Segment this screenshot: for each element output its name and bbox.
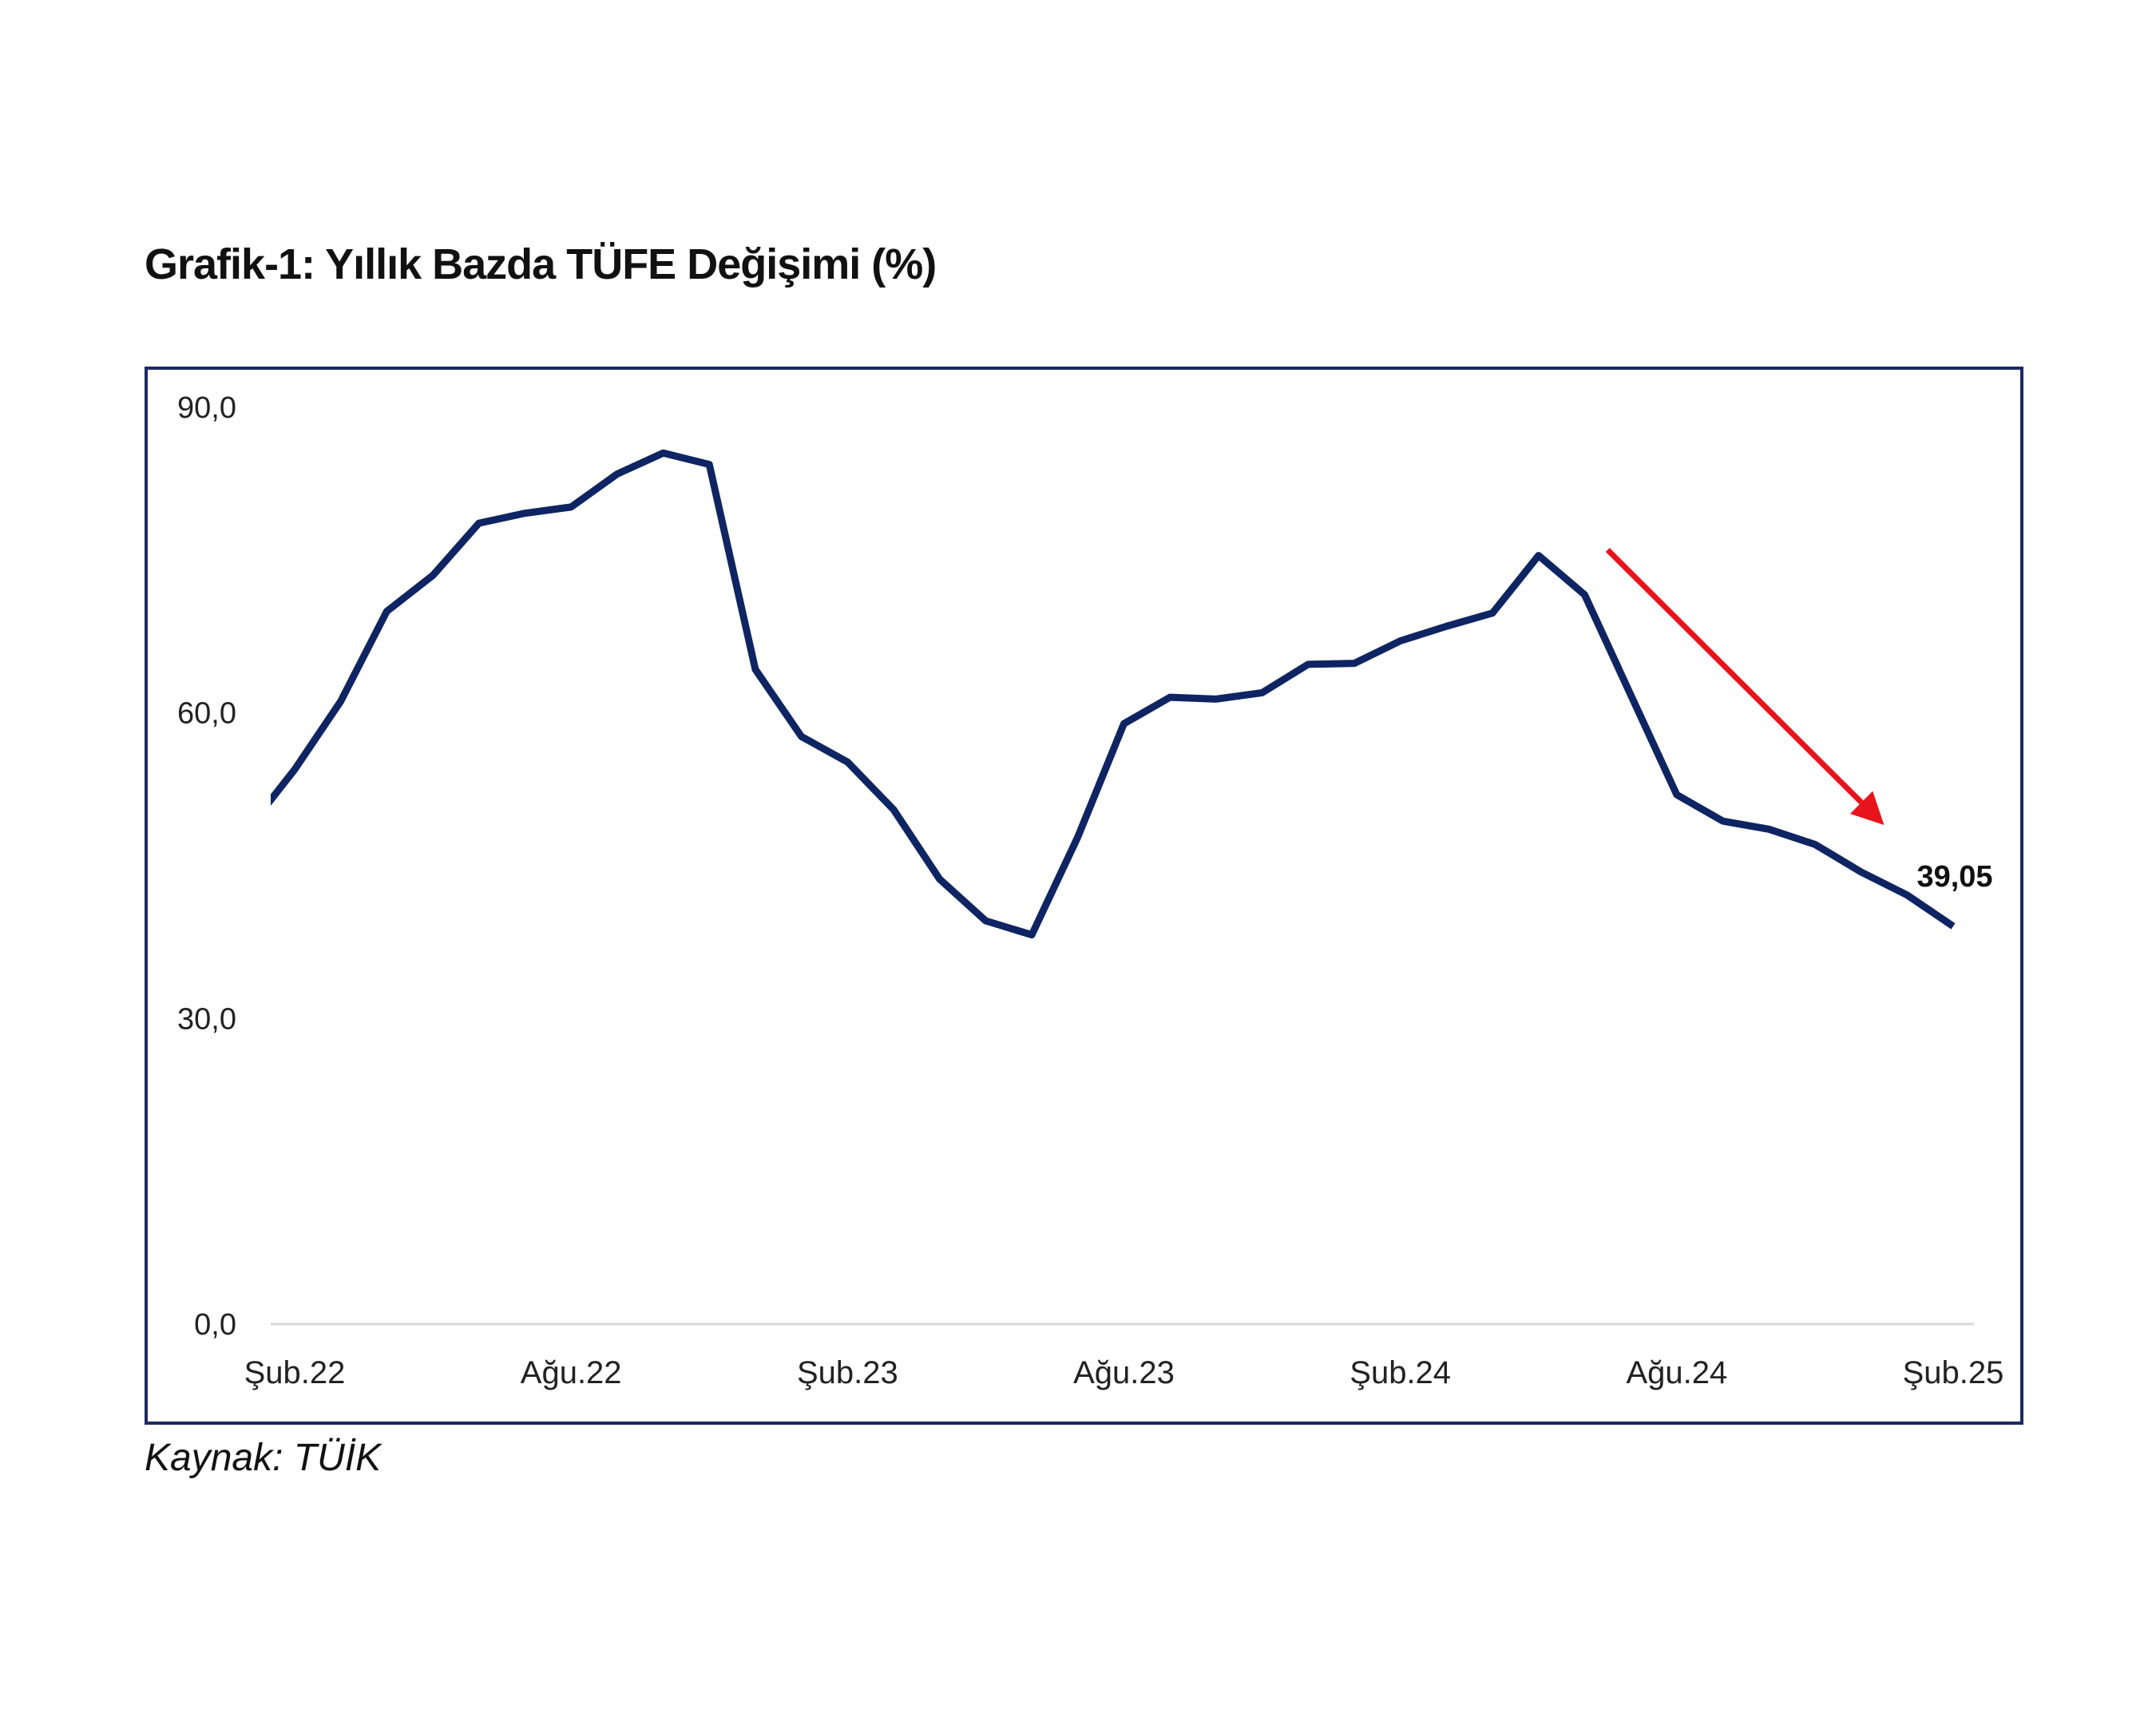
- series-line-tufe: [271, 449, 1956, 939]
- x-tick-label: Şub.23: [797, 1355, 898, 1390]
- chart-title: Grafik-1: Yıllık Bazda TÜFE Değişimi (%): [145, 240, 937, 288]
- chart-frame: [145, 367, 2023, 1425]
- y-tick-label: 0,0: [194, 1308, 236, 1342]
- x-tick-label: Şub.22: [244, 1355, 346, 1390]
- trend-arrow-head-icon: [1849, 791, 1885, 825]
- y-tick-label: 60,0: [177, 697, 236, 731]
- y-tick-label: 30,0: [177, 1002, 236, 1036]
- y-tick-label: 90,0: [177, 391, 236, 425]
- x-tick-label: Ağu.22: [521, 1355, 622, 1390]
- trend-arrow-shaft: [1605, 548, 1864, 805]
- x-tick-label: Ağu.23: [1073, 1355, 1175, 1390]
- x-tick-label: Şub.25: [1903, 1355, 2004, 1390]
- x-tick-label: Ağu.24: [1626, 1355, 1727, 1390]
- last-value-label: 39,05: [1916, 860, 1992, 894]
- x-tick-label: Şub.24: [1349, 1355, 1451, 1390]
- source-note: Kaynak: TÜİK: [145, 1437, 382, 1479]
